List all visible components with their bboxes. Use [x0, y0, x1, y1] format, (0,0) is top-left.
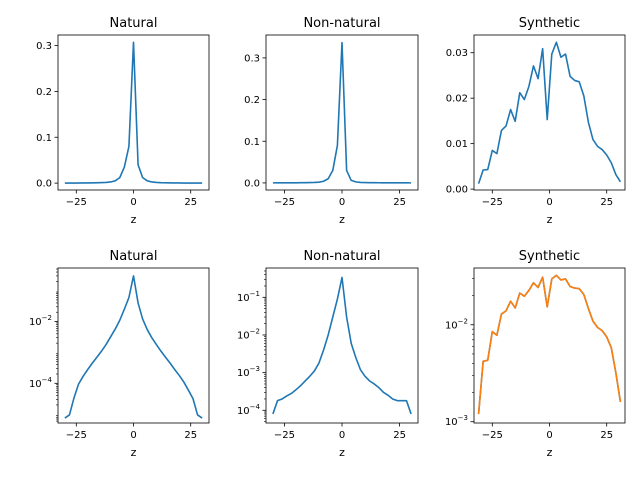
x-tick-label: 25 [600, 430, 613, 441]
x-tick-label: 25 [184, 430, 197, 441]
x-axis-label: z [547, 446, 553, 459]
y-tick-label: 0.1 [36, 133, 52, 144]
y-tick-label: 0.1 [244, 137, 260, 148]
subplot-3: −25 0 25 0.00 0.01 0.02 0.03 Synthetic z [446, 16, 626, 226]
x-axis-label: z [339, 213, 345, 226]
series-line-1 [64, 41, 203, 184]
y-tick-label: 10−4 [237, 403, 261, 417]
x-tick-label: −25 [482, 430, 503, 441]
y-tick-label: 10−3 [237, 365, 260, 379]
x-tick-label: 0 [130, 430, 136, 441]
x-tick-label: 25 [393, 430, 406, 441]
y-tick-label: 0.01 [446, 139, 468, 150]
subplot-1: −25 0 25 0.0 0.1 0.2 0.3 Natural z [36, 16, 210, 226]
subplot-4: −25 0 25 10−4 10−2 Natural z [29, 249, 210, 459]
x-tick-label: −25 [274, 430, 295, 441]
x-axis-label: z [131, 446, 137, 459]
x-tick-label: 25 [393, 197, 406, 208]
x-tick-label: 0 [130, 197, 136, 208]
y-tick-label: 0.0 [244, 178, 260, 189]
y-tick-label: 10−1 [237, 290, 260, 304]
y-tick-label: 0.2 [36, 87, 52, 98]
axes-frame [473, 34, 626, 191]
axes-frame [57, 267, 210, 424]
subplot-title: Non-natural [303, 249, 380, 264]
subplot-title: Natural [110, 249, 158, 264]
y-tick-label: 0.3 [244, 53, 260, 64]
x-tick-label: 0 [546, 197, 552, 208]
subplot-title: Non-natural [303, 16, 380, 31]
y-tick-label: 10−4 [29, 376, 53, 390]
series-line-2 [477, 274, 622, 415]
y-tick-label: 10−2 [445, 317, 468, 331]
y-tick-label: 10−2 [237, 327, 260, 341]
subplot-2: −25 0 25 0.0 0.1 0.2 0.3 Non-natural z [244, 16, 419, 226]
x-tick-label: 0 [546, 430, 552, 441]
y-tick-label: 0.02 [446, 94, 468, 105]
x-axis-label: z [339, 446, 345, 459]
x-tick-label: −25 [274, 197, 295, 208]
y-tick-label: 0.0 [36, 179, 52, 190]
series-line-1 [477, 41, 622, 184]
y-tick-label: 0.00 [446, 185, 468, 196]
x-tick-label: −25 [482, 197, 503, 208]
series-line-1 [64, 275, 203, 419]
x-axis-label: z [547, 213, 553, 226]
x-tick-label: 25 [184, 197, 197, 208]
y-tick-label: 0.3 [36, 41, 52, 52]
subplot-title: Natural [110, 16, 158, 31]
subplot-title: Synthetic [519, 249, 580, 264]
series-line-1 [272, 276, 412, 415]
y-tick-label: 10−2 [29, 314, 52, 328]
series-line-1 [272, 41, 412, 184]
x-tick-label: −25 [66, 430, 87, 441]
y-tick-label: 0.03 [446, 48, 468, 59]
x-axis-label: z [131, 213, 137, 226]
y-tick-label: 10−3 [445, 414, 468, 428]
x-tick-label: 0 [339, 197, 345, 208]
x-tick-label: 25 [600, 197, 613, 208]
x-tick-label: −25 [66, 197, 87, 208]
x-tick-label: 0 [339, 430, 345, 441]
subplot-6: −25 0 25 10−3 10−2 Synthetic z [445, 249, 626, 459]
subplot-5: −25 0 25 10−4 10−3 10−2 10−1 Non-natural z [237, 249, 419, 459]
subplot-title: Synthetic [519, 16, 580, 31]
y-tick-label: 0.2 [244, 95, 260, 106]
